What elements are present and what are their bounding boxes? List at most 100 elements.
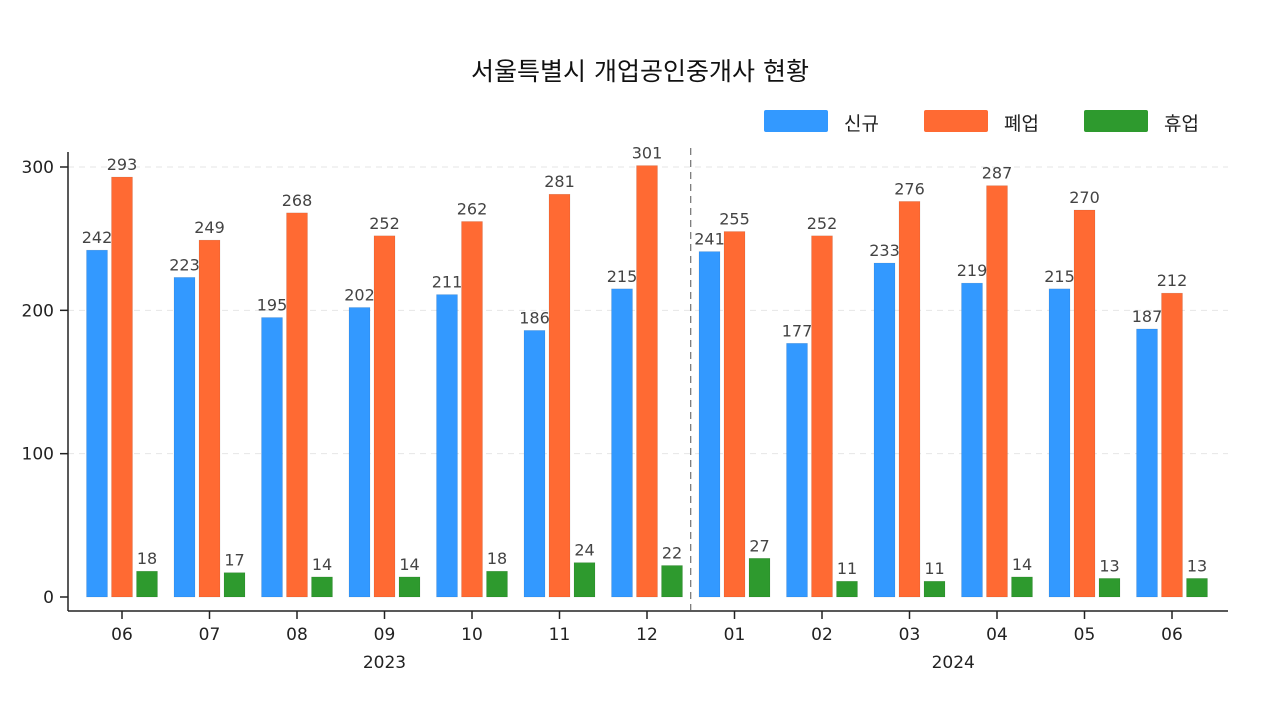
bar-휴업-2 (311, 576, 333, 598)
year-label: 2023 (363, 653, 406, 673)
data-label: 187 (1132, 307, 1163, 326)
data-label: 186 (519, 308, 550, 327)
data-label: 14 (312, 555, 332, 574)
bar-폐업-4 (461, 221, 483, 598)
legend-label: 폐업 (1004, 113, 1039, 135)
legend-label: 휴업 (1164, 113, 1199, 135)
bar-신규-2 (261, 317, 283, 598)
bar-폐업-1 (198, 239, 221, 598)
bar-폐업-6 (636, 165, 658, 598)
x-tick-label: 05 (1074, 625, 1096, 645)
data-label: 219 (957, 261, 988, 280)
y-tick-label: 100 (22, 445, 54, 465)
bar-휴업-9 (923, 580, 946, 598)
year-label: 2024 (932, 653, 975, 673)
data-label: 252 (807, 214, 838, 233)
x-tick-label: 07 (199, 625, 221, 645)
x-tick-label: 06 (1161, 625, 1183, 645)
x-tick-label: 12 (636, 625, 658, 645)
y-tick-label: 300 (22, 158, 54, 178)
bar-신규-4 (436, 294, 458, 598)
data-label: 252 (369, 214, 400, 233)
x-tick-label: 06 (111, 625, 133, 645)
data-label: 24 (574, 541, 594, 560)
data-label: 14 (1012, 555, 1032, 574)
bar-폐업-9 (898, 201, 921, 598)
bar-폐업-3 (373, 235, 396, 598)
data-label: 268 (282, 191, 313, 210)
data-label: 27 (749, 536, 769, 555)
bar-휴업-3 (398, 576, 421, 598)
data-label: 255 (719, 210, 750, 229)
y-tick-label: 200 (22, 301, 54, 321)
x-tick-label: 02 (811, 625, 833, 645)
bar-폐업-7 (723, 231, 746, 598)
bar-휴업-11 (1098, 578, 1121, 598)
bar-신규-8 (786, 343, 808, 598)
data-label: 17 (224, 551, 244, 570)
data-label: 14 (399, 555, 419, 574)
bar-신규-7 (698, 251, 721, 598)
data-label: 11 (837, 559, 857, 578)
data-label: 211 (432, 273, 463, 292)
data-label: 11 (924, 559, 944, 578)
bar-휴업-0 (136, 570, 158, 598)
legend-label: 신규 (844, 113, 879, 135)
data-label: 242 (82, 228, 113, 247)
data-label: 276 (894, 179, 925, 198)
bar-폐업-11 (1073, 209, 1096, 598)
data-label: 18 (487, 549, 507, 568)
bar-신규-3 (348, 307, 371, 598)
bar-신규-12 (1136, 328, 1158, 598)
data-label: 177 (782, 321, 813, 340)
bar-휴업-10 (1011, 576, 1033, 598)
x-tick-label: 08 (286, 625, 308, 645)
legend-swatch (924, 110, 988, 132)
data-label: 262 (457, 199, 488, 218)
x-tick-label: 11 (549, 625, 571, 645)
data-label: 18 (137, 549, 157, 568)
data-label: 301 (632, 144, 663, 163)
legend-swatch (1084, 110, 1148, 132)
x-tick-label: 09 (374, 625, 396, 645)
data-label: 270 (1069, 188, 1100, 207)
data-label: 249 (194, 218, 225, 237)
chart-title: 서울특별시 개업공인중개사 현황 (471, 57, 809, 86)
data-label: 215 (1044, 267, 1075, 286)
data-label: 13 (1187, 556, 1207, 575)
legend-swatch (764, 110, 828, 132)
bar-폐업-0 (111, 176, 133, 598)
bar-휴업-5 (573, 562, 596, 598)
bar-휴업-6 (661, 565, 683, 598)
bar-휴업-7 (748, 558, 771, 598)
data-label: 223 (169, 255, 200, 274)
data-label: 215 (607, 267, 638, 286)
bar-신규-10 (961, 282, 983, 598)
data-label: 212 (1157, 271, 1188, 290)
bar-신규-11 (1048, 288, 1071, 598)
data-label: 281 (544, 172, 575, 191)
y-tick-label: 0 (43, 588, 54, 608)
data-label: 293 (107, 155, 138, 174)
data-label: 202 (344, 285, 375, 304)
bar-휴업-1 (223, 572, 246, 598)
bar-신규-0 (86, 249, 108, 598)
data-label: 195 (257, 296, 288, 315)
bar-폐업-2 (286, 212, 308, 598)
bar-휴업-8 (836, 580, 858, 598)
x-tick-label: 10 (461, 625, 483, 645)
x-tick-label: 04 (986, 625, 1008, 645)
data-label: 13 (1099, 556, 1119, 575)
bar-신규-1 (173, 277, 196, 598)
x-tick-label: 03 (899, 625, 921, 645)
data-label: 233 (869, 241, 900, 260)
bar-신규-9 (873, 262, 896, 598)
legend: 신규 폐업 휴업 (764, 104, 1224, 138)
bar-폐업-5 (548, 193, 571, 598)
bar-휴업-4 (486, 570, 508, 598)
bar-휴업-12 (1186, 578, 1208, 598)
x-tick-label: 01 (724, 625, 746, 645)
data-label: 241 (694, 230, 725, 249)
bar-신규-6 (611, 288, 633, 598)
